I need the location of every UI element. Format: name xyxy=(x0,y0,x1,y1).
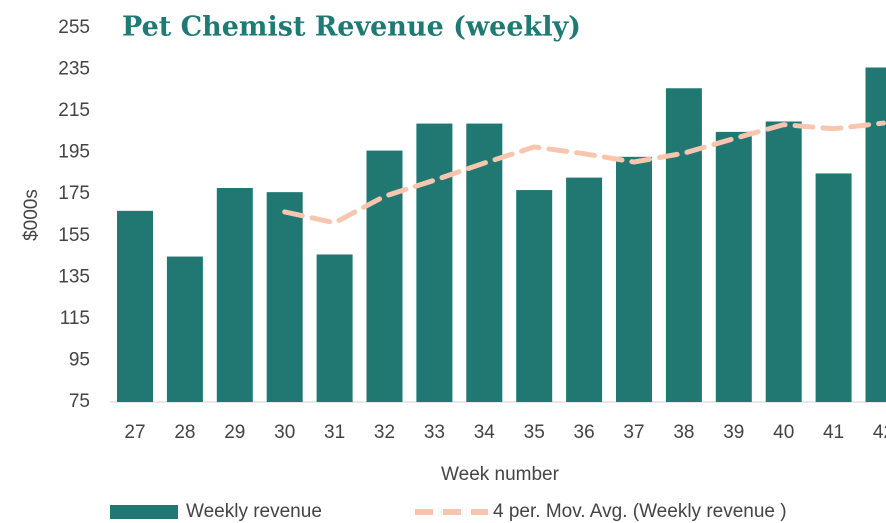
x-tick-label: 36 xyxy=(574,422,595,443)
x-tick-label: 32 xyxy=(374,422,395,443)
x-tick-label: 28 xyxy=(174,422,195,443)
x-tick-label: 40 xyxy=(773,422,794,443)
y-tick-label: 195 xyxy=(58,142,90,163)
x-tick-label: 41 xyxy=(823,422,844,443)
x-tick-label: 38 xyxy=(673,422,694,443)
bar xyxy=(216,187,253,402)
bar xyxy=(416,123,453,403)
bar xyxy=(516,190,553,402)
y-tick-label: 215 xyxy=(58,100,90,121)
x-tick-label: 31 xyxy=(324,422,345,443)
x-tick-label: 42 xyxy=(873,422,886,443)
legend-swatch xyxy=(110,505,178,519)
y-tick-label: 255 xyxy=(58,17,90,38)
y-tick-label: 155 xyxy=(58,225,90,246)
x-tick-label: 39 xyxy=(723,422,744,443)
y-tick-label: 95 xyxy=(69,349,90,370)
y-tick-label: 135 xyxy=(58,266,90,287)
bar xyxy=(616,156,652,402)
x-tick-label: 34 xyxy=(474,422,496,443)
bar xyxy=(466,123,503,403)
x-tick-label: 29 xyxy=(224,422,245,443)
x-tick-label: 35 xyxy=(524,422,545,443)
x-axis-label: Week number xyxy=(441,464,560,485)
bar xyxy=(765,121,802,402)
y-tick-label: 75 xyxy=(69,391,90,412)
bar xyxy=(117,210,153,402)
legend-label: 4 per. Mov. Avg. (Weekly revenue ) xyxy=(493,501,787,522)
bar xyxy=(266,192,303,402)
bar xyxy=(665,88,702,402)
y-tick-label: 235 xyxy=(58,59,90,80)
y-tick-label: 175 xyxy=(58,183,90,204)
bar xyxy=(366,150,403,402)
moving-average-line xyxy=(282,120,886,226)
chart-title: Pet Chemist Revenue (weekly) xyxy=(122,12,581,43)
bar xyxy=(316,254,353,402)
bar xyxy=(815,173,852,402)
legend-label: Weekly revenue xyxy=(186,501,322,522)
bar xyxy=(715,131,752,402)
x-tick-label: 27 xyxy=(124,422,145,443)
x-tick-label: 37 xyxy=(623,422,644,443)
y-axis-label: $000s xyxy=(21,189,42,241)
x-tick-label: 30 xyxy=(274,422,295,443)
bar xyxy=(166,256,203,402)
x-tick-label: 33 xyxy=(424,422,445,443)
bar xyxy=(865,67,886,402)
y-tick-label: 115 xyxy=(60,308,90,329)
bar xyxy=(566,177,603,402)
